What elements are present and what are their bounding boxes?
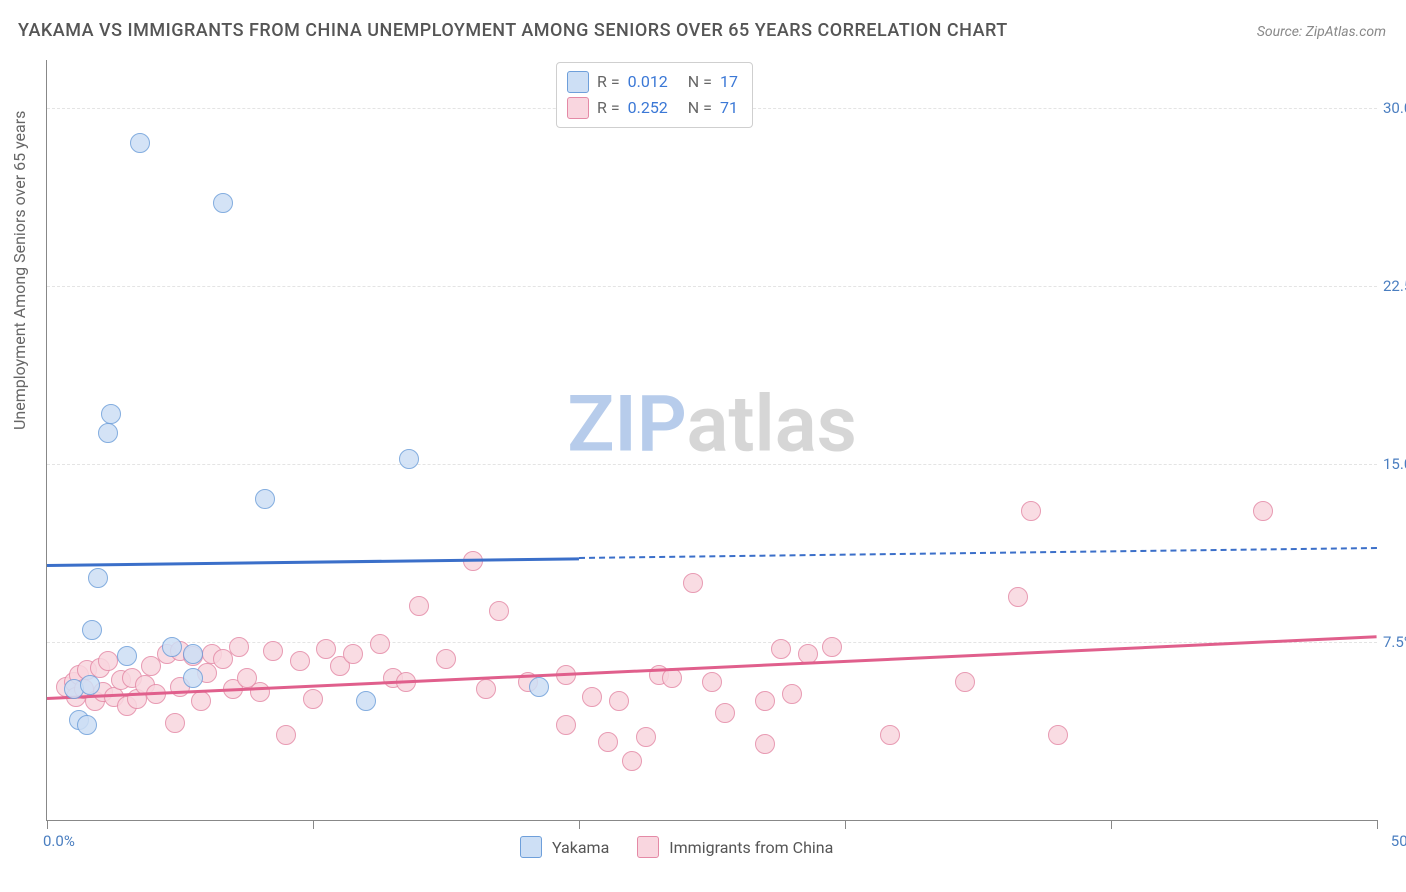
ytick-label: 22.5% <box>1383 277 1406 295</box>
china-point <box>191 691 211 711</box>
yakama-point <box>130 133 150 153</box>
china-point <box>1253 501 1273 521</box>
china-point <box>880 725 900 745</box>
yakama-point <box>356 691 376 711</box>
legend-label: Yakama <box>552 838 609 857</box>
china-point <box>556 715 576 735</box>
china-point <box>609 691 629 711</box>
china-point <box>409 596 429 616</box>
china-point <box>715 703 735 723</box>
yakama-point <box>117 646 137 666</box>
china-point <box>1008 587 1028 607</box>
source-label: Source: ZipAtlas.com <box>1257 24 1386 40</box>
china-point <box>290 651 310 671</box>
yakama-point <box>529 677 549 697</box>
xtick-label: 50.0% <box>1391 832 1406 850</box>
yakama-point <box>183 668 203 688</box>
xtick <box>47 820 48 829</box>
swatch-icon <box>637 836 659 858</box>
china-point <box>955 672 975 692</box>
china-point <box>702 672 722 692</box>
xtick <box>845 820 846 829</box>
yakama-point <box>255 489 275 509</box>
watermark: ZIPatlas <box>567 379 857 470</box>
china-point <box>598 732 618 752</box>
swatch-icon <box>567 97 589 119</box>
china-point <box>683 573 703 593</box>
china-point <box>316 639 336 659</box>
china-point <box>771 639 791 659</box>
ytick-label: 7.5% <box>1383 633 1406 651</box>
legend-item: Yakama <box>520 836 609 858</box>
china-point <box>755 734 775 754</box>
china-point <box>229 637 249 657</box>
stats-row: R =0.012N =17 <box>567 69 738 95</box>
china-point <box>1021 501 1041 521</box>
china-point <box>582 687 602 707</box>
scatter-plot-area: ZIPatlas 7.5%15.0%22.5%30.0%0.0%50.0% <box>46 60 1377 821</box>
china-point <box>1048 725 1068 745</box>
yakama-point <box>213 193 233 213</box>
china-point <box>370 634 390 654</box>
china-point <box>489 601 509 621</box>
china-point <box>276 725 296 745</box>
china-point <box>476 679 496 699</box>
swatch-icon <box>520 836 542 858</box>
china-point <box>98 651 118 671</box>
yakama-point <box>399 449 419 469</box>
legend-item: Immigrants from China <box>637 836 833 858</box>
swatch-icon <box>567 71 589 93</box>
yakama-point <box>77 715 97 735</box>
stats-row: R =0.252N =71 <box>567 95 738 121</box>
yakama-point <box>82 620 102 640</box>
xtick <box>1111 820 1112 829</box>
xtick <box>313 820 314 829</box>
yakama-point <box>101 404 121 424</box>
gridline <box>47 464 1377 465</box>
china-point <box>755 691 775 711</box>
yakama-point <box>80 675 100 695</box>
xtick <box>1377 820 1378 829</box>
china-point <box>622 751 642 771</box>
yakama-point <box>162 637 182 657</box>
yakama-point <box>98 423 118 443</box>
ytick-label: 30.0% <box>1383 99 1406 117</box>
yakama-point <box>88 568 108 588</box>
china-point <box>165 713 185 733</box>
china-point <box>636 727 656 747</box>
china-point <box>436 649 456 669</box>
series-legend: Yakama Immigrants from China <box>520 836 833 858</box>
xtick-label: 0.0% <box>43 832 75 850</box>
y-axis-label: Unemployment Among Seniors over 65 years <box>10 111 29 430</box>
china-point <box>263 641 283 661</box>
stats-legend: R =0.012N =17R =0.252N =71 <box>556 62 753 128</box>
china-point <box>343 644 363 664</box>
china-point <box>250 682 270 702</box>
chart-title: YAKAMA VS IMMIGRANTS FROM CHINA UNEMPLOY… <box>18 20 1008 41</box>
xtick <box>579 820 580 829</box>
ytick-label: 15.0% <box>1383 455 1406 473</box>
yakama-trendline <box>47 557 579 567</box>
yakama-trendline <box>579 547 1377 559</box>
yakama-point <box>183 644 203 664</box>
gridline <box>47 286 1377 287</box>
china-point <box>782 684 802 704</box>
china-point <box>303 689 323 709</box>
china-point <box>822 637 842 657</box>
legend-label: Immigrants from China <box>669 838 833 857</box>
